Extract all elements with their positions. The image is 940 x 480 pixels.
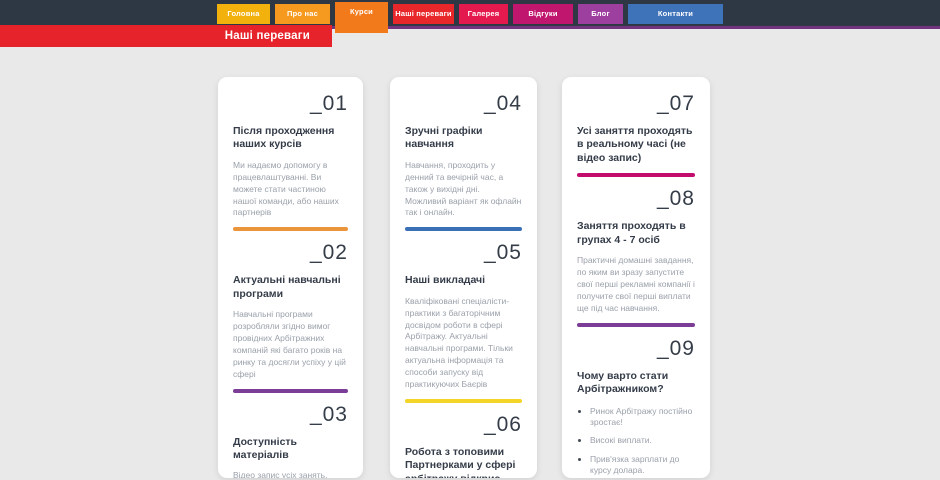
page-banner: Наші переваги <box>0 25 332 47</box>
benefit-item: _09 Чому варто стати Арбітражником? Ринок … <box>577 337 695 478</box>
benefit-item: _01 Після проходження наших курсів Ми нада… <box>233 92 348 232</box>
benefit-item: _06 Робота з топовими Партнерками у сфері… <box>405 413 522 478</box>
benefits-card: _07 Усі заняття проходять в реальному час… <box>562 77 710 478</box>
nav-underline <box>0 26 940 29</box>
benefit-item: _04 Зручні графіки навчання Навчання, прох… <box>405 92 522 232</box>
benefits-card: _04 Зручні графіки навчання Навчання, прох… <box>390 77 537 478</box>
page-title: Наші переваги <box>224 30 310 42</box>
item-divider <box>405 227 522 232</box>
tab-label: Галерея <box>467 9 500 18</box>
item-heading: Доступність матеріалів <box>233 435 298 461</box>
item-number: _05 <box>483 241 522 265</box>
tab-label: Про нас <box>287 9 318 18</box>
tab-label: Відгуки <box>528 9 558 18</box>
item-paragraph: Відео запис усіх занять. <box>233 470 328 478</box>
tab-advantages[interactable]: Наші переваги <box>393 4 454 24</box>
item-number: _09 <box>656 336 695 360</box>
bullet-item: Високі виплати. <box>590 434 695 446</box>
tab-label: Курси <box>349 7 373 16</box>
item-divider <box>233 388 348 393</box>
item-number: _01 <box>309 92 348 115</box>
tab-courses[interactable]: Курси <box>335 2 388 33</box>
tab-contacts[interactable]: Контакти <box>628 4 723 24</box>
benefit-item: _02 Актуальні навчальні програми Навчальні… <box>233 241 348 393</box>
benefits-card: _01 Після проходження наших курсів Ми нада… <box>218 77 363 478</box>
item-number: _06 <box>483 412 522 436</box>
item-divider <box>405 398 522 403</box>
nav-tabs: Головна Про нас Курси Наші переваги Галерея В… <box>217 0 723 33</box>
item-heading: Робота з топовими Партнерками у сфері ар… <box>405 445 516 478</box>
item-paragraph: Навчання, проходить у денний та вечірній… <box>405 159 522 218</box>
tab-label: Наші переваги <box>395 9 452 18</box>
tab-blog[interactable]: Блог <box>578 4 623 24</box>
item-divider <box>577 173 695 178</box>
benefit-item: _08 Заняття проходять в групах 4 - 7 осіб… <box>577 187 695 327</box>
item-number: _04 <box>483 92 522 115</box>
item-paragraph: Практичні домашні завдання, по яким ви з… <box>577 255 695 313</box>
item-number: _08 <box>656 187 695 211</box>
benefit-item: _03 Доступність матеріалів Відео запис усі… <box>233 403 348 478</box>
item-number: _07 <box>656 92 695 115</box>
item-divider <box>233 227 348 232</box>
item-divider <box>577 322 695 327</box>
tab-home[interactable]: Головна <box>217 4 270 24</box>
item-heading: Зручні графіки навчання <box>405 125 483 151</box>
item-heading: Актуальні навчальні програми <box>233 274 341 300</box>
tab-label: Блог <box>591 9 610 18</box>
item-paragraph: Ми надаємо допомогу в працевлаштуванні. … <box>233 159 339 218</box>
item-heading: Наші викладачі <box>405 274 486 287</box>
item-heading: Після проходження наших курсів <box>233 125 335 151</box>
item-paragraph: Навчальні програми розробляли згідно вим… <box>233 309 346 379</box>
bullet-item: Прив'язка зарплати до курсу долара. <box>590 453 695 477</box>
benefit-item: _07 Усі заняття проходять в реальному час… <box>577 92 695 178</box>
bullet-item: Ринок Арбітражу постійно зростає! <box>590 405 695 429</box>
benefit-item: _05 Наші викладачі Кваліфіковані спеціаліс… <box>405 241 522 403</box>
item-paragraph: Кваліфіковані спеціалісти-практики з баг… <box>405 295 513 389</box>
item-heading: Заняття проходять в групах 4 - 7 осіб <box>577 220 686 246</box>
tab-reviews[interactable]: Відгуки <box>513 4 573 24</box>
item-number: _03 <box>309 402 348 426</box>
tab-gallery[interactable]: Галерея <box>459 4 508 24</box>
item-number: _02 <box>309 241 348 265</box>
item-heading: Усі заняття проходять в реальному часі (… <box>577 125 693 164</box>
tab-about[interactable]: Про нас <box>275 4 330 24</box>
item-heading: Чому варто стати Арбітражником? <box>577 369 669 396</box>
tab-label: Контакти <box>657 9 694 18</box>
item-bullets: Ринок Арбітражу постійно зростає! Високі … <box>577 405 695 478</box>
tab-label: Головна <box>227 9 260 18</box>
